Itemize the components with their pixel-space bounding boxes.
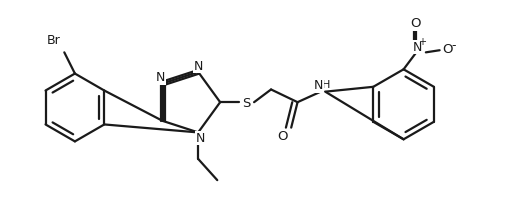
Text: Br: Br — [47, 34, 61, 47]
Text: -: - — [451, 39, 456, 52]
Text: O: O — [277, 130, 288, 143]
Text: N: N — [193, 60, 203, 73]
Text: N: N — [156, 71, 165, 84]
Text: +: + — [418, 37, 426, 47]
Text: O: O — [442, 43, 452, 56]
Text: H: H — [322, 80, 330, 90]
Text: S: S — [242, 97, 251, 110]
Text: O: O — [410, 17, 421, 30]
Text: N: N — [413, 41, 422, 53]
Text: N: N — [314, 79, 323, 92]
Text: N: N — [195, 132, 205, 145]
